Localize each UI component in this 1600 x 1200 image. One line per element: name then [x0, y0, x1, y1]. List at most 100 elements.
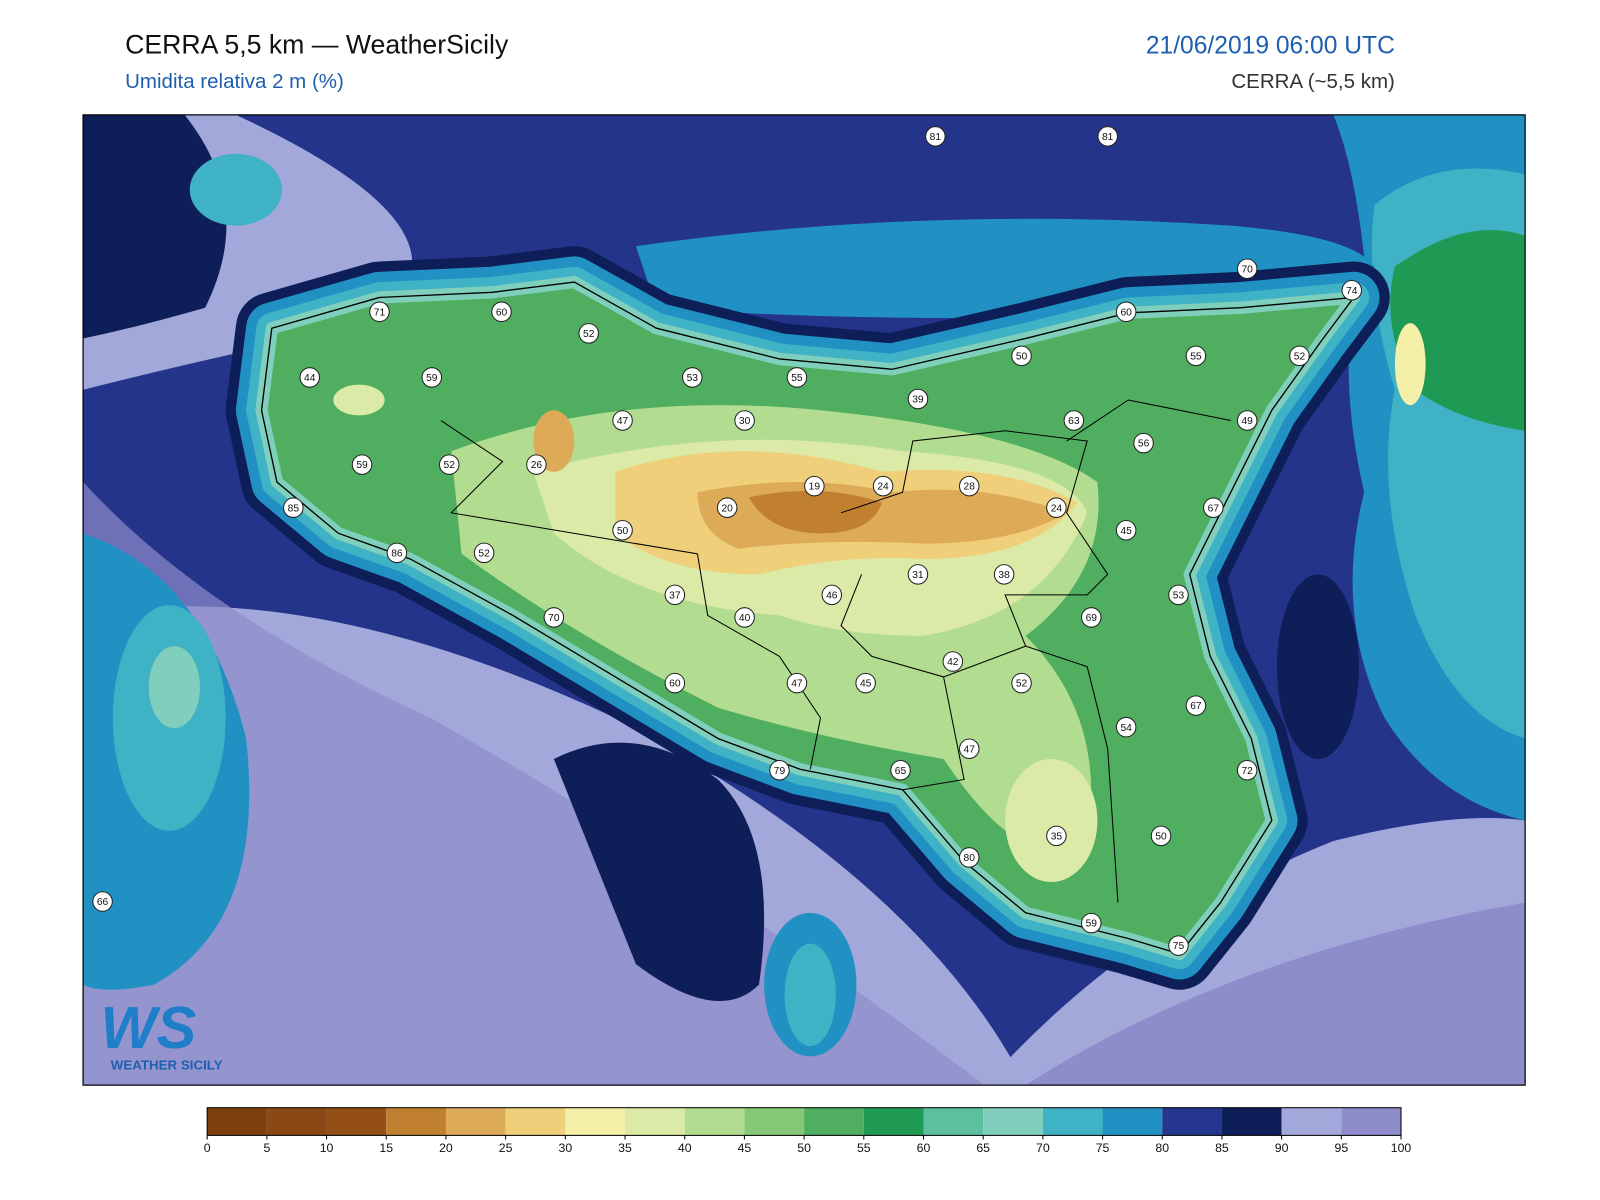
station-value: 52 — [1016, 679, 1028, 690]
station: 59 — [421, 367, 443, 388]
station-value: 69 — [1086, 613, 1098, 624]
station-marker — [438, 454, 460, 475]
station: 72 — [1236, 759, 1258, 781]
station: 45 — [855, 672, 876, 694]
station-marker — [1168, 935, 1189, 956]
station-marker — [386, 542, 408, 564]
station: 46 — [821, 584, 843, 606]
station-value: 60 — [669, 679, 681, 690]
station-value: 50 — [1016, 351, 1028, 362]
station: 47 — [786, 672, 808, 694]
station-value: 79 — [774, 766, 786, 777]
station-marker — [369, 301, 390, 323]
colorbar-tick-label: 55 — [857, 1141, 871, 1155]
station-value: 59 — [356, 460, 368, 471]
colorbar-tick-label: 60 — [917, 1141, 931, 1155]
station-marker — [1011, 672, 1032, 694]
station-value: 59 — [426, 373, 438, 384]
station-value: 24 — [877, 482, 889, 493]
station: 65 — [890, 759, 911, 781]
station: 24 — [1046, 497, 1067, 518]
station-marker — [1046, 825, 1067, 847]
colorbar-segment — [1042, 1107, 1103, 1136]
station-marker — [491, 301, 512, 323]
colorbar-tick-label: 65 — [976, 1141, 990, 1155]
station-value: 55 — [791, 373, 803, 384]
station: 44 — [299, 367, 320, 388]
station-value: 44 — [304, 373, 316, 384]
station-value: 81 — [1102, 132, 1114, 143]
station-value: 42 — [947, 657, 959, 668]
colorbar-tick-label: 80 — [1155, 1141, 1169, 1155]
station: 74 — [1341, 279, 1363, 301]
colorbar-tick-label: 15 — [379, 1141, 393, 1155]
station-marker — [1097, 126, 1118, 147]
station-value: 53 — [687, 373, 699, 384]
station-value: 55 — [1190, 351, 1202, 362]
station-marker — [925, 126, 946, 147]
station-value: 70 — [1241, 264, 1253, 275]
station: 20 — [716, 497, 738, 518]
station-marker — [283, 497, 304, 518]
station-value: 52 — [583, 329, 595, 340]
station: 38 — [993, 564, 1015, 585]
station: 79 — [769, 759, 790, 781]
station-marker — [1081, 912, 1102, 934]
station: 85 — [283, 497, 304, 518]
station: 39 — [907, 388, 929, 410]
station-value: 46 — [826, 590, 838, 601]
station-marker — [804, 475, 825, 497]
station-marker — [1185, 695, 1207, 716]
station: 50 — [612, 519, 633, 541]
station-value: 75 — [1173, 941, 1185, 952]
station-value: 49 — [1241, 416, 1253, 427]
colorbar-tick-label: 70 — [1036, 1141, 1050, 1155]
station-marker — [734, 410, 755, 431]
colorbar-segment — [445, 1107, 506, 1136]
station-value: 47 — [964, 744, 976, 755]
station: 45 — [1115, 519, 1137, 541]
station: 53 — [1168, 584, 1189, 606]
colorbar-tick-label: 40 — [678, 1141, 692, 1155]
logo-mark: WS — [101, 994, 197, 1061]
station-marker — [664, 584, 686, 606]
colorbar-segment — [1102, 1107, 1163, 1136]
station-marker — [1185, 345, 1207, 367]
station-marker — [351, 454, 373, 475]
station-value: 86 — [391, 548, 403, 559]
station: 30 — [734, 410, 755, 431]
colorbar-segment — [1281, 1107, 1342, 1136]
station: 86 — [386, 542, 408, 564]
station-marker — [958, 475, 980, 497]
station-value: 59 — [1086, 919, 1098, 930]
colorbar-segment — [207, 1107, 267, 1136]
station: 53 — [682, 367, 703, 388]
station-marker — [1289, 345, 1310, 367]
station-value: 24 — [1051, 503, 1063, 514]
colorbar-segment — [1341, 1107, 1402, 1136]
station: 81 — [1097, 126, 1118, 147]
station-marker — [786, 367, 808, 388]
model-label: CERRA (~5,5 km) — [1231, 70, 1394, 93]
station-marker — [682, 367, 703, 388]
station-marker — [612, 410, 633, 431]
station: 28 — [958, 475, 980, 497]
colorbar-tick-label: 0 — [204, 1141, 211, 1155]
station-marker — [821, 584, 843, 606]
station-marker — [872, 475, 894, 497]
station-marker — [1150, 825, 1172, 847]
station: 42 — [942, 651, 964, 672]
station-marker — [786, 672, 808, 694]
station-value: 20 — [721, 503, 733, 514]
station-marker — [855, 672, 876, 694]
station-marker — [421, 367, 443, 388]
station: 67 — [1185, 695, 1207, 716]
station-marker — [958, 738, 980, 759]
station-value: 47 — [791, 679, 803, 690]
station: 60 — [491, 301, 512, 323]
station: 60 — [664, 672, 686, 694]
station: 60 — [1115, 301, 1137, 323]
station-value: 53 — [1173, 590, 1185, 601]
station-marker — [1081, 607, 1102, 628]
colorbar-segment — [326, 1107, 387, 1136]
